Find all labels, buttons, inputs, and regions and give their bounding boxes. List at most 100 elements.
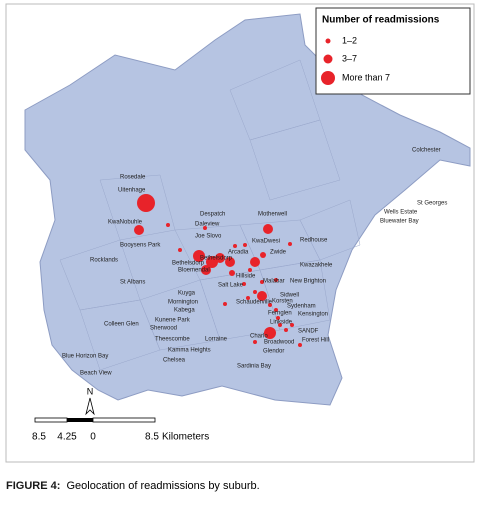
north-label: N	[87, 386, 94, 396]
readmission-point	[243, 243, 247, 247]
readmission-point	[215, 253, 225, 263]
legend-symbol	[321, 71, 335, 85]
place-label: KwaDwesi	[252, 239, 280, 245]
readmission-point	[264, 327, 276, 339]
caption-label: FIGURE 4:	[6, 480, 60, 492]
legend-symbol	[325, 38, 331, 44]
readmission-point	[248, 268, 252, 272]
place-label: KwaNobuhle	[108, 220, 143, 226]
place-label: Fernglen	[268, 311, 292, 317]
place-label: Sardinia Bay	[237, 364, 271, 370]
place-label: Booysens Park	[120, 243, 161, 249]
readmission-point	[288, 242, 292, 246]
place-label: Bethelsdorp	[200, 256, 233, 262]
place-label: Sidwell	[280, 293, 299, 299]
legend-label: 3–7	[342, 53, 357, 63]
caption: FIGURE 4: Geolocation of readmissions by…	[6, 480, 260, 492]
place-labels: Colchester Rosedale Uitenhage KwaNobuhle Des…	[62, 148, 447, 377]
place-label: Theescombe	[155, 337, 190, 343]
readmission-point	[233, 244, 237, 248]
readmission-points	[134, 194, 302, 347]
readmission-point	[229, 270, 235, 276]
place-label: Colleen Glen	[104, 322, 139, 328]
readmission-point	[274, 278, 278, 282]
place-label: Forest Hill	[302, 338, 329, 344]
place-label: Bethelsdorp	[172, 261, 205, 267]
place-label: Malabar	[263, 279, 285, 285]
place-label: Kuyga	[178, 291, 196, 297]
scale-label: 4.25	[57, 432, 77, 443]
place-label: Charlo	[250, 334, 268, 340]
place-label: Arcadia	[228, 250, 249, 256]
legend-box	[315, 7, 471, 95]
place-label: Mornington	[168, 300, 198, 306]
place-label: St Georges	[417, 201, 447, 207]
readmission-point	[260, 252, 266, 258]
place-label: Chelsea	[163, 358, 186, 364]
scale-label: 0	[90, 432, 96, 443]
readmission-point	[201, 265, 211, 275]
readmission-point	[206, 256, 218, 268]
readmission-point	[253, 340, 257, 344]
place-label: Uitenhage	[118, 188, 146, 194]
legend-label: 1–2	[342, 35, 357, 45]
readmission-point	[253, 290, 257, 294]
place-label: Zwide	[270, 250, 287, 256]
municipality-area	[24, 13, 471, 406]
readmission-point	[290, 323, 294, 327]
place-label: Sydenham	[287, 304, 316, 310]
readmission-point	[223, 302, 227, 306]
readmission-point	[298, 343, 302, 347]
readmission-point	[166, 223, 170, 227]
place-label: Wells Estate	[384, 210, 418, 216]
readmission-point	[284, 328, 288, 332]
place-label: Korsten	[272, 299, 293, 305]
place-label: Kensington	[298, 312, 328, 318]
readmission-point	[178, 248, 182, 252]
scale-unit: Kilometers	[162, 432, 209, 443]
place-label: Blue Horizon Bay	[62, 354, 108, 360]
place-label: Despatch	[200, 212, 225, 218]
legend-label: More than 7	[342, 72, 390, 82]
readmission-point	[278, 323, 282, 327]
readmission-point	[203, 226, 207, 230]
place-label: Lorraine	[205, 337, 228, 343]
readmission-point	[257, 291, 267, 301]
legend-title: Number of readmissions	[322, 15, 440, 26]
place-label: Hillside	[236, 274, 256, 280]
place-label: Kabega	[174, 308, 195, 314]
place-label: Bluewater Bay	[380, 219, 419, 225]
place-label: Glendor	[263, 349, 284, 355]
place-label: Kwazakhele	[300, 263, 333, 269]
readmission-point	[246, 296, 250, 300]
suburb-boundaries	[59, 59, 361, 371]
readmission-point	[276, 316, 280, 320]
place-label: Bloemendal	[178, 268, 210, 274]
legend-symbol	[323, 54, 333, 64]
place-label: Redhouse	[300, 238, 328, 244]
place-label: New Brighton	[290, 279, 326, 285]
readmission-point	[263, 224, 273, 234]
place-label: Schauderville	[236, 300, 273, 306]
place-label: Colchester	[412, 148, 441, 154]
place-label: Salt Lake	[218, 283, 244, 289]
readmission-point	[268, 303, 272, 307]
place-label: Rocklands	[90, 258, 118, 264]
readmission-point	[274, 308, 278, 312]
place-label: Kamma Heights	[168, 348, 211, 354]
place-label: Joe Slovo	[195, 234, 222, 240]
place-label: Beach View	[80, 371, 112, 377]
readmission-point	[260, 280, 264, 284]
place-label: Sherwood	[150, 326, 177, 332]
readmission-point	[242, 282, 246, 286]
place-label: SANDF	[298, 329, 319, 335]
scale-label: 8.5	[32, 432, 46, 443]
place-label: Linkside	[270, 320, 293, 326]
scale-bar: 8.5 4.25 0 8.5 Kilometers	[32, 417, 209, 443]
north-arrow-shape	[85, 397, 95, 416]
place-label: Motherwell	[258, 212, 287, 218]
readmission-point	[193, 250, 205, 262]
readmission-point	[134, 225, 144, 235]
